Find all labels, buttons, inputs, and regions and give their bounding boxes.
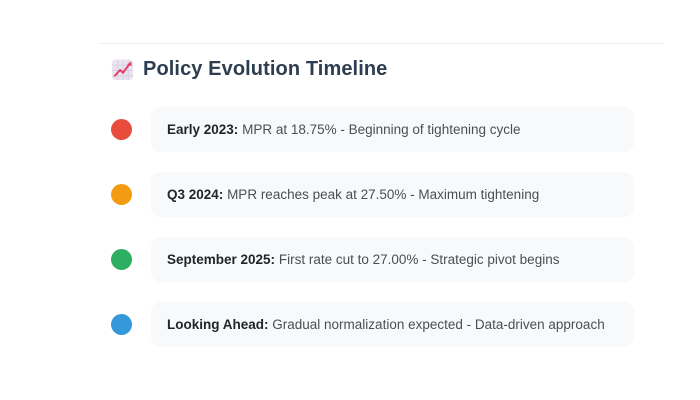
timeline-dot: [111, 249, 132, 270]
timeline-row: Q3 2024: MPR reaches peak at 27.50% - Ma…: [98, 172, 664, 217]
timeline-row: September 2025: First rate cut to 27.00%…: [98, 237, 664, 282]
timeline-dot: [111, 184, 132, 205]
timeline-text: First rate cut to 27.00% - Strategic piv…: [278, 252, 560, 267]
timeline-card: September 2025: First rate cut to 27.00%…: [151, 237, 634, 282]
timeline-dot: [111, 119, 132, 140]
timeline-label: September 2025:: [167, 252, 276, 267]
timeline-row: Early 2023: MPR at 18.75% - Beginning of…: [98, 107, 664, 152]
timeline-dot: [111, 314, 132, 335]
section-header: Policy Evolution Timeline: [111, 58, 664, 81]
timeline-text: MPR at 18.75% - Beginning of tightening …: [242, 122, 521, 137]
timeline-text: MPR reaches peak at 27.50% - Maximum tig…: [227, 187, 540, 202]
timeline-label: Looking Ahead:: [167, 317, 269, 332]
timeline-row: Looking Ahead: Gradual normalization exp…: [98, 302, 664, 347]
timeline-label: Early 2023:: [167, 122, 239, 137]
timeline-card: Q3 2024: MPR reaches peak at 27.50% - Ma…: [151, 172, 634, 217]
timeline-text: Gradual normalization expected - Data-dr…: [272, 317, 605, 332]
section-title: Policy Evolution Timeline: [143, 58, 388, 80]
timeline-card: Early 2023: MPR at 18.75% - Beginning of…: [151, 107, 634, 152]
policy-evolution-section: Policy Evolution Timeline Early 2023: MP…: [98, 43, 664, 367]
chart-increasing-icon: [111, 58, 134, 81]
timeline-label: Q3 2024:: [167, 187, 224, 202]
timeline-card: Looking Ahead: Gradual normalization exp…: [151, 302, 634, 347]
